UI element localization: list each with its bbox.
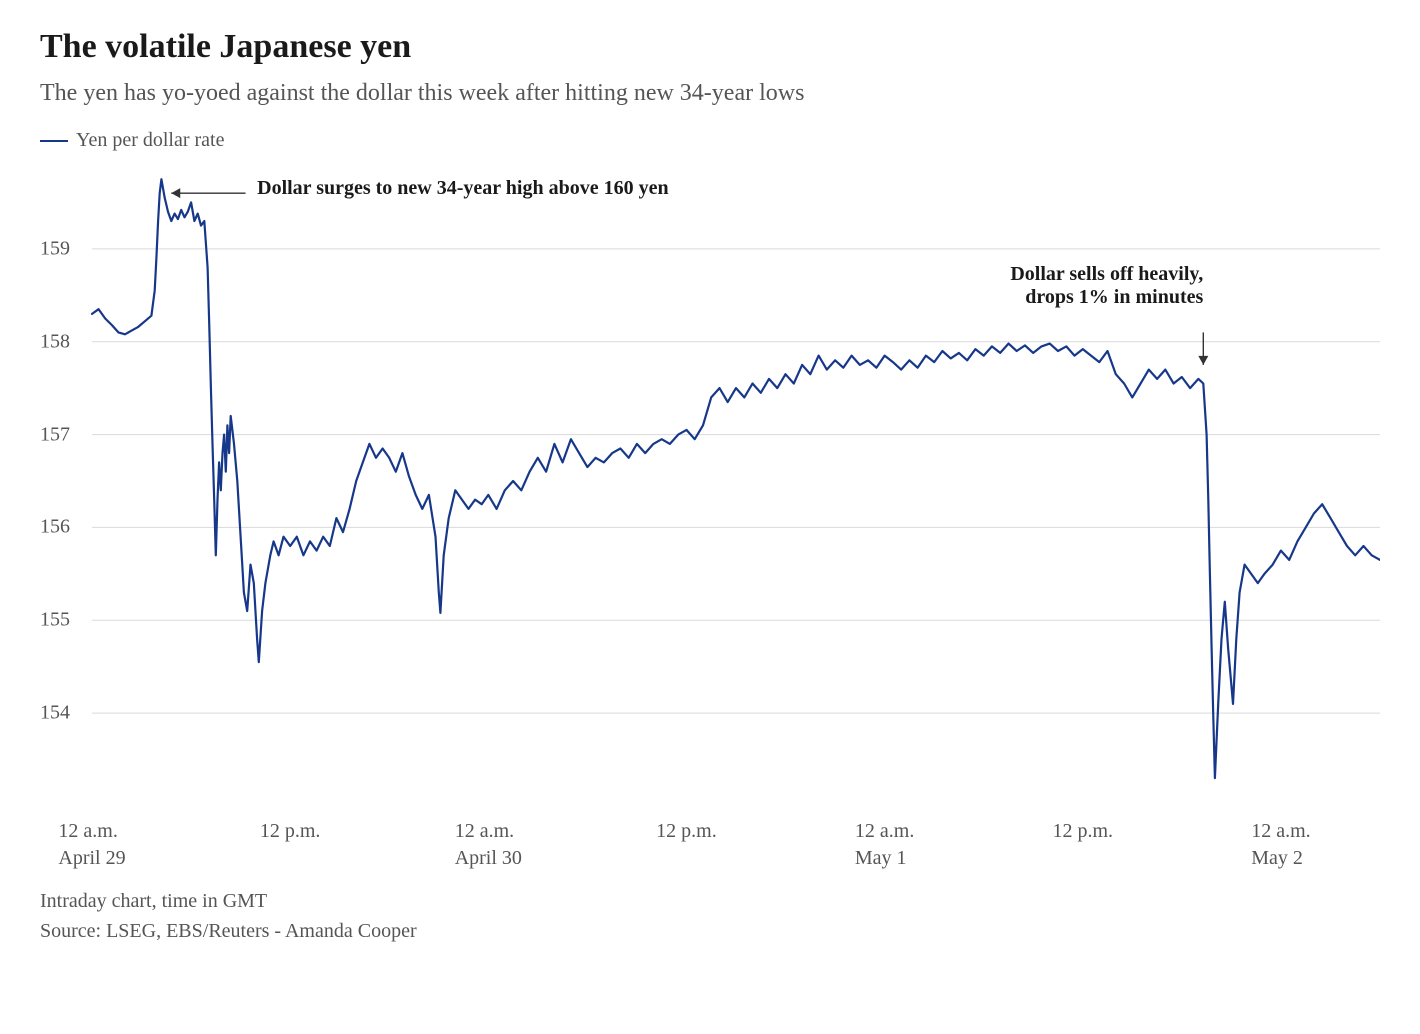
annotation-arrowhead [171, 188, 180, 198]
annotation-label: Dollar surges to new 34-year high above … [257, 177, 668, 200]
y-tick-label: 156 [40, 516, 70, 539]
x-tick-label: 12 a.m.May 1 [855, 818, 914, 872]
y-tick-label: 155 [40, 609, 70, 632]
y-tick-label: 159 [40, 237, 70, 260]
chart-area: 15415515615715815912 a.m.April 2912 p.m.… [40, 156, 1380, 806]
chart-legend: Yen per dollar rate [40, 129, 1380, 152]
y-tick-label: 154 [40, 702, 70, 725]
annotation-arrowhead [1198, 356, 1208, 365]
x-tick-label: 12 a.m.May 2 [1251, 818, 1310, 872]
footer-line-2: Source: LSEG, EBS/Reuters - Amanda Coope… [40, 916, 417, 946]
x-tick-label: 12 a.m.April 29 [58, 818, 125, 872]
x-tick-label: 12 p.m. [260, 818, 321, 845]
y-tick-label: 158 [40, 330, 70, 353]
chart-title: The volatile Japanese yen [40, 28, 1380, 66]
annotation-label: Dollar sells off heavily,drops 1% in min… [1010, 263, 1203, 309]
x-tick-label: 12 p.m. [1052, 818, 1113, 845]
footer-line-1: Intraday chart, time in GMT [40, 886, 417, 916]
chart-subtitle: The yen has yo-yoed against the dollar t… [40, 80, 1380, 107]
x-tick-label: 12 a.m.April 30 [455, 818, 522, 872]
legend-label: Yen per dollar rate [76, 129, 224, 152]
chart-footer: Intraday chart, time in GMT Source: LSEG… [40, 886, 417, 946]
x-tick-label: 12 p.m. [656, 818, 717, 845]
y-tick-label: 157 [40, 423, 70, 446]
legend-swatch [40, 140, 68, 142]
